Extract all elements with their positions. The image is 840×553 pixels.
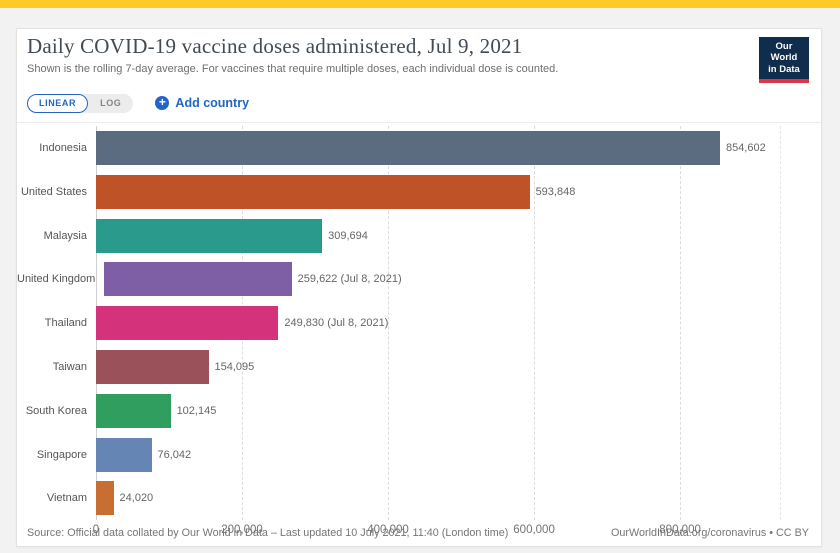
bar-rows: Indonesia 854,602 United States 593,848 Mala… (17, 126, 821, 520)
add-country-label: Add country (175, 96, 250, 111)
bar-row: Vietnam 24,020 (17, 477, 821, 521)
bar-row: South Korea 102,145 (17, 389, 821, 433)
x-axis-tick-label: 400,000 (367, 524, 409, 537)
bar-value-label: 259,622 (Jul 8, 2021) (297, 273, 402, 286)
chart-header: Daily COVID-19 vaccine doses administere… (17, 29, 821, 113)
bar-row: United States 593,848 (17, 170, 821, 214)
chart-card: Daily COVID-19 vaccine doses administere… (16, 28, 822, 547)
bar-track: 854,602 (96, 131, 821, 166)
owid-logo-line1: Our World (770, 41, 798, 64)
country-label: Vietnam (46, 492, 87, 505)
bar-track: 593,848 (96, 174, 821, 209)
bar[interactable] (96, 131, 720, 166)
title-block: Daily COVID-19 vaccine doses administere… (27, 34, 558, 76)
bar-value-label: 854,602 (725, 142, 766, 155)
country-label: Indonesia (39, 142, 87, 155)
x-axis-tick-label: 0 (92, 524, 100, 537)
bar-track: 154,095 (96, 350, 821, 385)
footer-credit-link[interactable]: OurWorldInData.org/coronavirus • CC BY (611, 527, 809, 539)
bar-value-label: 24,020 (119, 492, 154, 505)
bar[interactable] (96, 218, 323, 253)
linear-scale-button[interactable]: LINEAR (27, 93, 89, 113)
bar[interactable] (96, 174, 530, 209)
page-subtitle: Shown is the rolling 7-day average. For … (27, 63, 559, 75)
bar[interactable] (96, 393, 171, 428)
bar-value-label: 76,042 (157, 448, 192, 461)
bar-track: 259,622 (Jul 8, 2021) (104, 262, 821, 297)
country-label: United States (20, 185, 87, 198)
footer-source: Source: Official data collated by Our Wo… (27, 527, 509, 539)
bar-chart: Indonesia 854,602 United States 593,848 Mala… (17, 122, 821, 542)
bar[interactable] (96, 350, 209, 385)
bar-row: Thailand 249,830 (Jul 8, 2021) (17, 301, 821, 345)
bar-row: Indonesia 854,602 (17, 126, 821, 170)
bar-track: 309,694 (96, 218, 821, 253)
x-axis-tick-label: 600,000 (513, 524, 555, 537)
page-title: Daily COVID-19 vaccine doses administere… (27, 34, 523, 58)
bar-value-label: 593,848 (535, 185, 576, 198)
bar[interactable] (96, 437, 152, 472)
bar-value-label: 154,095 (214, 361, 255, 374)
country-label: United Kingdom (17, 273, 96, 286)
country-label: Singapore (36, 448, 87, 461)
bar-value-label: 102,145 (176, 404, 217, 417)
bar-row: United Kingdom 259,622 (Jul 8, 2021) (17, 258, 821, 302)
add-country-button[interactable]: + Add country (155, 96, 250, 111)
bar-track: 24,020 (96, 481, 821, 516)
country-label: Taiwan (52, 361, 87, 374)
bar-row: Malaysia 309,694 (17, 214, 821, 258)
bar-track: 249,830 (Jul 8, 2021) (96, 306, 821, 341)
bar-track: 76,042 (96, 437, 821, 472)
bar-row: Singapore 76,042 (17, 433, 821, 477)
bar-value-label: 249,830 (Jul 8, 2021) (284, 317, 389, 330)
country-label: South Korea (25, 404, 87, 417)
owid-logo-line2: in Data (768, 63, 800, 75)
x-axis-tick-label: 800,000 (659, 524, 701, 537)
scale-toggle-group: LINEAR LOG (27, 93, 134, 113)
plus-circle-icon: + (155, 96, 170, 111)
x-axis: 0 200,000 400,000 600,000 800,000 (92, 520, 821, 542)
country-label: Thailand (44, 317, 87, 330)
bar-value-label: 309,694 (328, 229, 368, 242)
country-label: Malaysia (43, 229, 87, 242)
bar[interactable] (96, 481, 114, 516)
site-topbar (0, 0, 840, 8)
owid-logo[interactable]: Our World in Data (759, 37, 809, 84)
bar-row: Taiwan 154,095 (17, 345, 821, 389)
bar[interactable] (104, 262, 292, 297)
bar[interactable] (96, 306, 279, 341)
log-scale-button[interactable]: LOG (88, 94, 133, 113)
x-axis-tick-label: 200,000 (221, 524, 263, 537)
bar-track: 102,145 (96, 393, 821, 428)
chart-footer: Source: Official data collated by Our Wo… (27, 527, 809, 539)
plot-area: Indonesia 854,602 United States 593,848 Mala… (17, 126, 821, 542)
chart-controls: LINEAR LOG + Add country (27, 93, 809, 113)
